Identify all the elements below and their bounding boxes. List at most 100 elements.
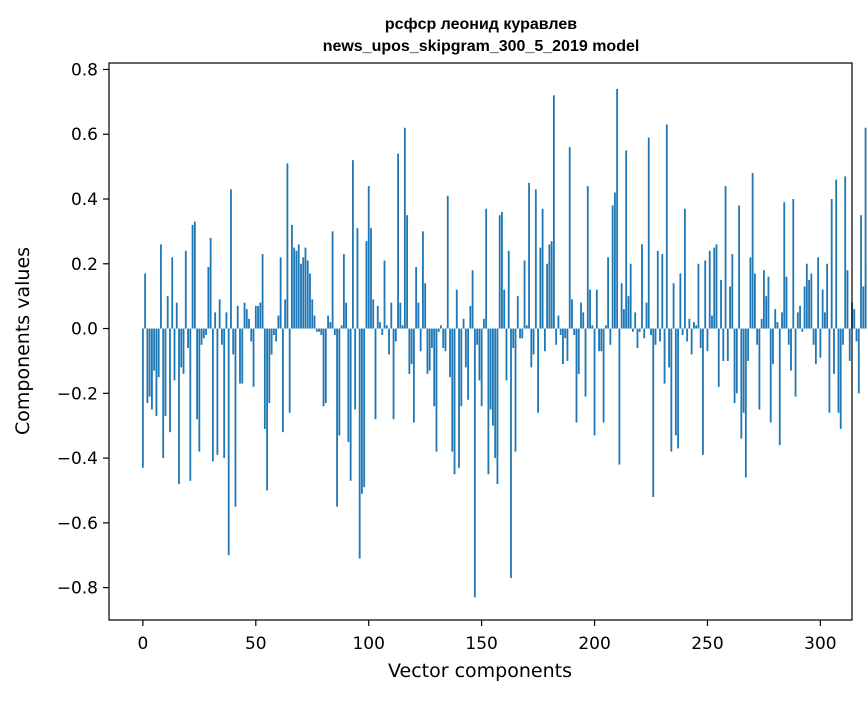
bar-component-229 [659, 329, 661, 342]
bar-component-93 [352, 160, 354, 328]
bar-component-167 [519, 329, 521, 339]
bar-component-189 [569, 147, 571, 328]
bar-component-145 [469, 306, 471, 329]
bar-component-12 [169, 329, 171, 433]
bar-component-152 [485, 209, 487, 329]
bar-component-144 [467, 329, 469, 400]
bar-component-153 [488, 329, 490, 475]
bar-component-96 [359, 329, 361, 559]
bar-component-135 [447, 196, 449, 329]
bar-component-173 [533, 329, 535, 355]
bar-component-104 [377, 306, 379, 329]
bar-component-291 [799, 306, 801, 329]
y-tick-label: 0.8 [71, 60, 98, 80]
bar-component-244 [693, 322, 695, 328]
bar-component-75 [311, 299, 313, 328]
bar-component-147 [474, 329, 476, 598]
bar-component-123 [420, 329, 422, 352]
bar-component-251 [709, 251, 711, 329]
x-tick-label: 200 [578, 634, 610, 654]
y-tick-label: 0.2 [71, 255, 98, 275]
bar-component-39 [230, 189, 232, 328]
bar-component-269 [749, 257, 751, 328]
bar-component-159 [501, 212, 503, 329]
y-tick-label: −0.2 [57, 384, 98, 404]
bar-component-297 [813, 329, 815, 345]
bar-component-90 [345, 303, 347, 329]
bar-component-99 [366, 241, 368, 328]
bar-component-170 [526, 325, 528, 328]
bar-component-164 [512, 329, 514, 348]
bar-component-91 [347, 329, 349, 442]
bar-component-290 [797, 312, 799, 328]
bar-component-219 [637, 329, 639, 348]
bar-component-94 [354, 329, 356, 410]
bar-component-281 [777, 322, 779, 328]
bar-component-69 [298, 244, 300, 328]
bar-component-32 [214, 312, 216, 328]
bar-component-316 [856, 329, 858, 342]
bar-component-29 [207, 267, 209, 329]
bar-component-112 [395, 329, 397, 342]
bar-component-262 [734, 329, 736, 403]
bar-component-16 [178, 329, 180, 484]
bar-component-260 [729, 286, 731, 328]
bar-component-274 [761, 319, 763, 329]
bar-component-183 [555, 329, 557, 345]
bar-component-197 [587, 186, 589, 328]
bar-component-210 [616, 89, 618, 329]
bar-component-278 [770, 329, 772, 423]
bar-component-178 [544, 329, 546, 352]
bar-component-300 [819, 329, 821, 358]
bar-component-56 [268, 329, 270, 403]
bar-component-122 [417, 303, 419, 329]
bar-component-8 [160, 244, 162, 328]
bar-component-13 [171, 257, 173, 328]
bar-component-241 [686, 329, 688, 342]
bar-component-213 [623, 309, 625, 328]
bar-component-214 [625, 150, 627, 328]
bar-component-182 [553, 95, 555, 328]
bar-component-88 [341, 325, 343, 328]
bar-component-257 [722, 329, 724, 361]
bar-component-158 [499, 215, 501, 328]
bar-component-228 [657, 251, 659, 329]
bar-component-240 [684, 209, 686, 329]
bar-component-175 [537, 329, 539, 413]
bar-component-261 [731, 254, 733, 328]
bar-component-84 [332, 231, 334, 328]
bar-component-76 [314, 316, 316, 329]
bar-component-17 [180, 329, 182, 368]
bar-component-47 [248, 319, 250, 329]
bar-component-230 [661, 254, 663, 328]
bar-component-190 [571, 299, 573, 328]
bar-component-51 [257, 306, 259, 329]
bar-component-137 [451, 329, 453, 452]
bar-component-121 [415, 267, 417, 329]
bar-component-198 [589, 290, 591, 329]
bar-component-312 [847, 270, 849, 328]
bar-component-0 [142, 329, 144, 468]
bar-component-6 [156, 329, 158, 416]
bar-component-273 [759, 329, 761, 410]
bar-component-212 [621, 283, 623, 328]
bar-component-246 [698, 264, 700, 329]
bar-component-160 [503, 290, 505, 329]
x-tick-label: 150 [465, 634, 497, 654]
bar-component-275 [763, 270, 765, 328]
bar-component-236 [675, 329, 677, 436]
bar-component-89 [343, 254, 345, 328]
bar-component-138 [454, 329, 456, 475]
bar-component-70 [300, 264, 302, 329]
bar-component-64 [287, 163, 289, 328]
bar-component-224 [648, 137, 650, 328]
bar-component-38 [228, 329, 230, 556]
bar-component-162 [508, 251, 510, 329]
bar-component-116 [404, 128, 406, 329]
bar-component-270 [752, 173, 754, 328]
bar-component-195 [582, 312, 584, 328]
bar-component-18 [183, 329, 185, 374]
bar-component-267 [745, 329, 747, 478]
